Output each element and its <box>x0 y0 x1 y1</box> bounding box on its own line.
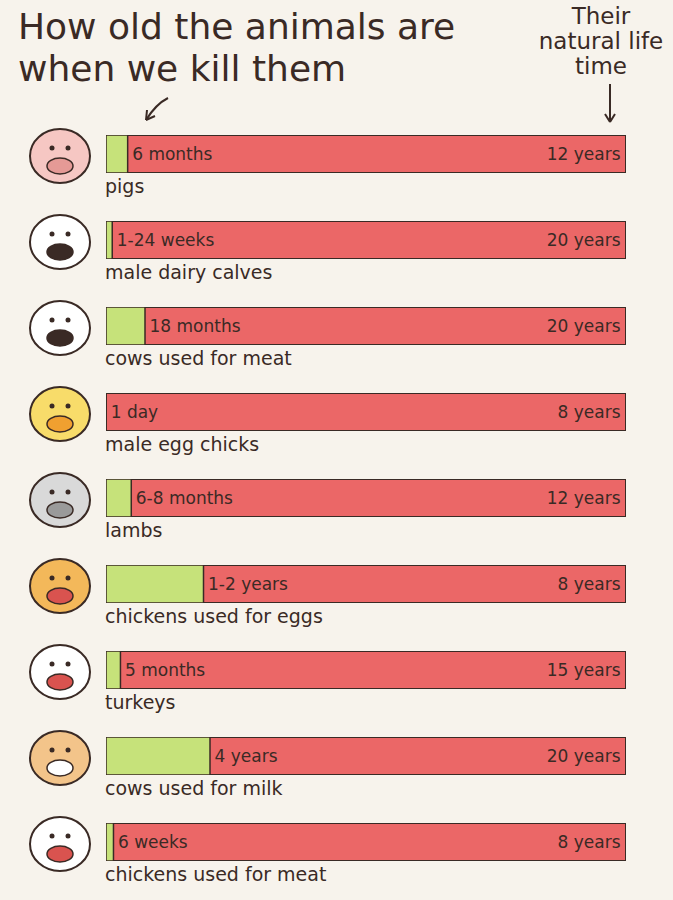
html-text:male egg chicks: male egg chicks <box>105 433 260 455</box>
html-text:Their natural life time: Their natural life time <box>538 3 664 79</box>
svg-text:1 day: 1 day <box>111 402 159 422</box>
svg-text:20 years: 20 years <box>547 230 621 250</box>
svg-text:15 years: 15 years <box>547 660 621 680</box>
svg-text:12 years: 12 years <box>547 488 621 508</box>
svg-text:20 years: 20 years <box>547 746 621 766</box>
svg-text:1-24 weeks: 1-24 weeks <box>117 230 215 250</box>
svg-text:6-8 months: 6-8 months <box>136 488 233 508</box>
html-text:cows used for meat: cows used for meat <box>105 347 292 369</box>
svg-text:4 years: 4 years <box>215 746 278 766</box>
svg-text:8 years: 8 years <box>557 832 620 852</box>
svg-text:5 months: 5 months <box>125 660 205 680</box>
svg-text:12 years: 12 years <box>547 144 621 164</box>
svg-text:1-2 years: 1-2 years <box>208 574 288 594</box>
svg-text:18 months: 18 months <box>150 316 241 336</box>
html-text:turkeys: turkeys <box>105 691 176 713</box>
svg-text:6 weeks: 6 weeks <box>118 832 188 852</box>
svg-text:8 years: 8 years <box>557 574 620 594</box>
html-text:cows used for milk: cows used for milk <box>105 777 283 799</box>
svg-text:8 years: 8 years <box>557 402 620 422</box>
svg-text:6 months: 6 months <box>132 144 212 164</box>
html-text:chickens used for eggs: chickens used for eggs <box>105 605 323 627</box>
html-text:chickens used for meat: chickens used for meat <box>105 863 327 885</box>
html-text:lambs: lambs <box>105 519 163 541</box>
html-text:How old the animals are when w: How old the animals are when we kill the… <box>18 6 456 89</box>
html-text:male dairy calves: male dairy calves <box>105 261 273 283</box>
html-text:pigs: pigs <box>105 175 145 197</box>
svg-text:20 years: 20 years <box>547 316 621 336</box>
